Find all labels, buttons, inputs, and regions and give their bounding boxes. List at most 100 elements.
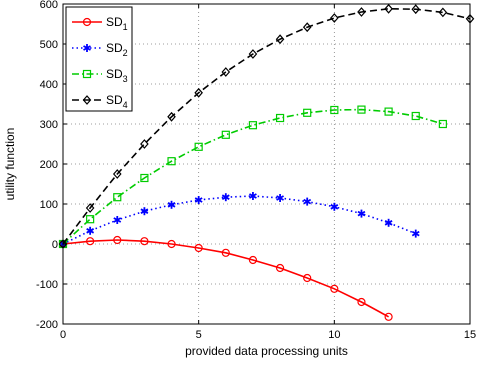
data-point (276, 194, 284, 202)
data-point (86, 215, 95, 224)
data-point (113, 216, 122, 224)
star-stroke (249, 193, 257, 199)
data-point (303, 197, 312, 206)
data-point (221, 193, 230, 202)
star-stroke (86, 228, 95, 234)
data-point (112, 169, 122, 179)
grid-layer (63, 4, 470, 324)
data-point (86, 226, 95, 235)
y-tick-label: 500 (40, 39, 58, 51)
data-point (438, 119, 447, 129)
series-sd4 (58, 3, 475, 249)
legend-label: SD2 (106, 41, 128, 58)
y-tick-label: 100 (40, 199, 58, 211)
data-point (411, 229, 420, 238)
data-point (85, 203, 95, 213)
legend-label-main: SD (106, 93, 123, 107)
star-stroke (384, 220, 393, 226)
data-point (167, 111, 176, 122)
data-point (275, 263, 285, 273)
data-point (140, 139, 149, 149)
data-point (221, 248, 230, 257)
data-point (194, 196, 203, 204)
data-point (140, 237, 149, 246)
star-stroke (221, 194, 230, 200)
x-tick-label: 5 (196, 329, 202, 341)
legend-label-main: SD (106, 15, 123, 29)
star-stroke (303, 198, 312, 205)
legend-marker (83, 44, 91, 52)
data-point (384, 312, 393, 321)
legend-entry: SD3 (72, 67, 128, 84)
legend-label-subscript: 2 (123, 48, 128, 58)
series-sd3 (58, 105, 447, 249)
data-point (330, 105, 339, 115)
data-point (330, 13, 339, 23)
data-point (357, 297, 366, 307)
star-stroke (276, 195, 284, 201)
data-point (194, 87, 203, 98)
star-stroke (194, 197, 203, 203)
star-stroke (411, 230, 420, 237)
star-stroke (140, 208, 149, 214)
data-point (357, 7, 366, 17)
y-axis-label: utility function (3, 128, 17, 201)
data-point (140, 173, 149, 183)
data-point (384, 218, 393, 227)
legend-entry: SD2 (72, 41, 128, 58)
series-line (62, 195, 417, 245)
data-point (275, 113, 285, 123)
y-tick-label: 0 (52, 239, 58, 251)
data-point (384, 3, 393, 14)
data-point (357, 209, 366, 218)
y-tick-label: 200 (40, 159, 58, 171)
legend-label-main: SD (106, 41, 123, 55)
data-point (167, 157, 176, 166)
data-point (411, 111, 420, 121)
legend-label-subscript: 1 (123, 22, 128, 32)
legend-marker (82, 17, 92, 27)
data-point (357, 105, 366, 114)
data-point (249, 192, 257, 200)
data-point (411, 4, 421, 15)
data-point (438, 7, 448, 18)
star-stroke (357, 210, 366, 217)
legend-entry: SD4 (72, 93, 128, 110)
legend-marker (82, 69, 92, 79)
legend-label-main: SD (106, 67, 123, 81)
data-point (248, 121, 258, 130)
data-point (221, 130, 230, 139)
x-tick-label: 0 (60, 329, 66, 341)
data-point (302, 22, 312, 33)
x-tick-label: 15 (464, 329, 476, 341)
y-tick-label: 600 (40, 0, 58, 11)
data-point (330, 284, 339, 293)
legend-label: SD1 (106, 15, 128, 32)
data-point (221, 67, 231, 77)
legend-label-subscript: 4 (123, 100, 128, 110)
star-stroke (330, 204, 339, 210)
data-point (194, 243, 203, 253)
star-stroke (83, 45, 91, 51)
legend-entry: SD1 (72, 15, 128, 32)
data-point (248, 49, 258, 59)
data-point (113, 193, 122, 202)
data-point (167, 239, 176, 249)
series-sd2 (59, 192, 420, 248)
data-point (303, 273, 312, 283)
x-axis-label: provided data processing units (185, 344, 348, 358)
legend-label: SD4 (106, 93, 128, 110)
data-point (140, 207, 149, 216)
star-stroke (167, 202, 176, 208)
y-tick-label: 400 (40, 79, 58, 91)
star-stroke (113, 217, 122, 223)
data-point (167, 200, 176, 209)
y-tick-label: -100 (36, 279, 58, 291)
data-point (86, 237, 95, 246)
series-line (62, 239, 389, 318)
series-sd1 (58, 235, 393, 321)
legend-label-subscript: 3 (123, 74, 128, 84)
